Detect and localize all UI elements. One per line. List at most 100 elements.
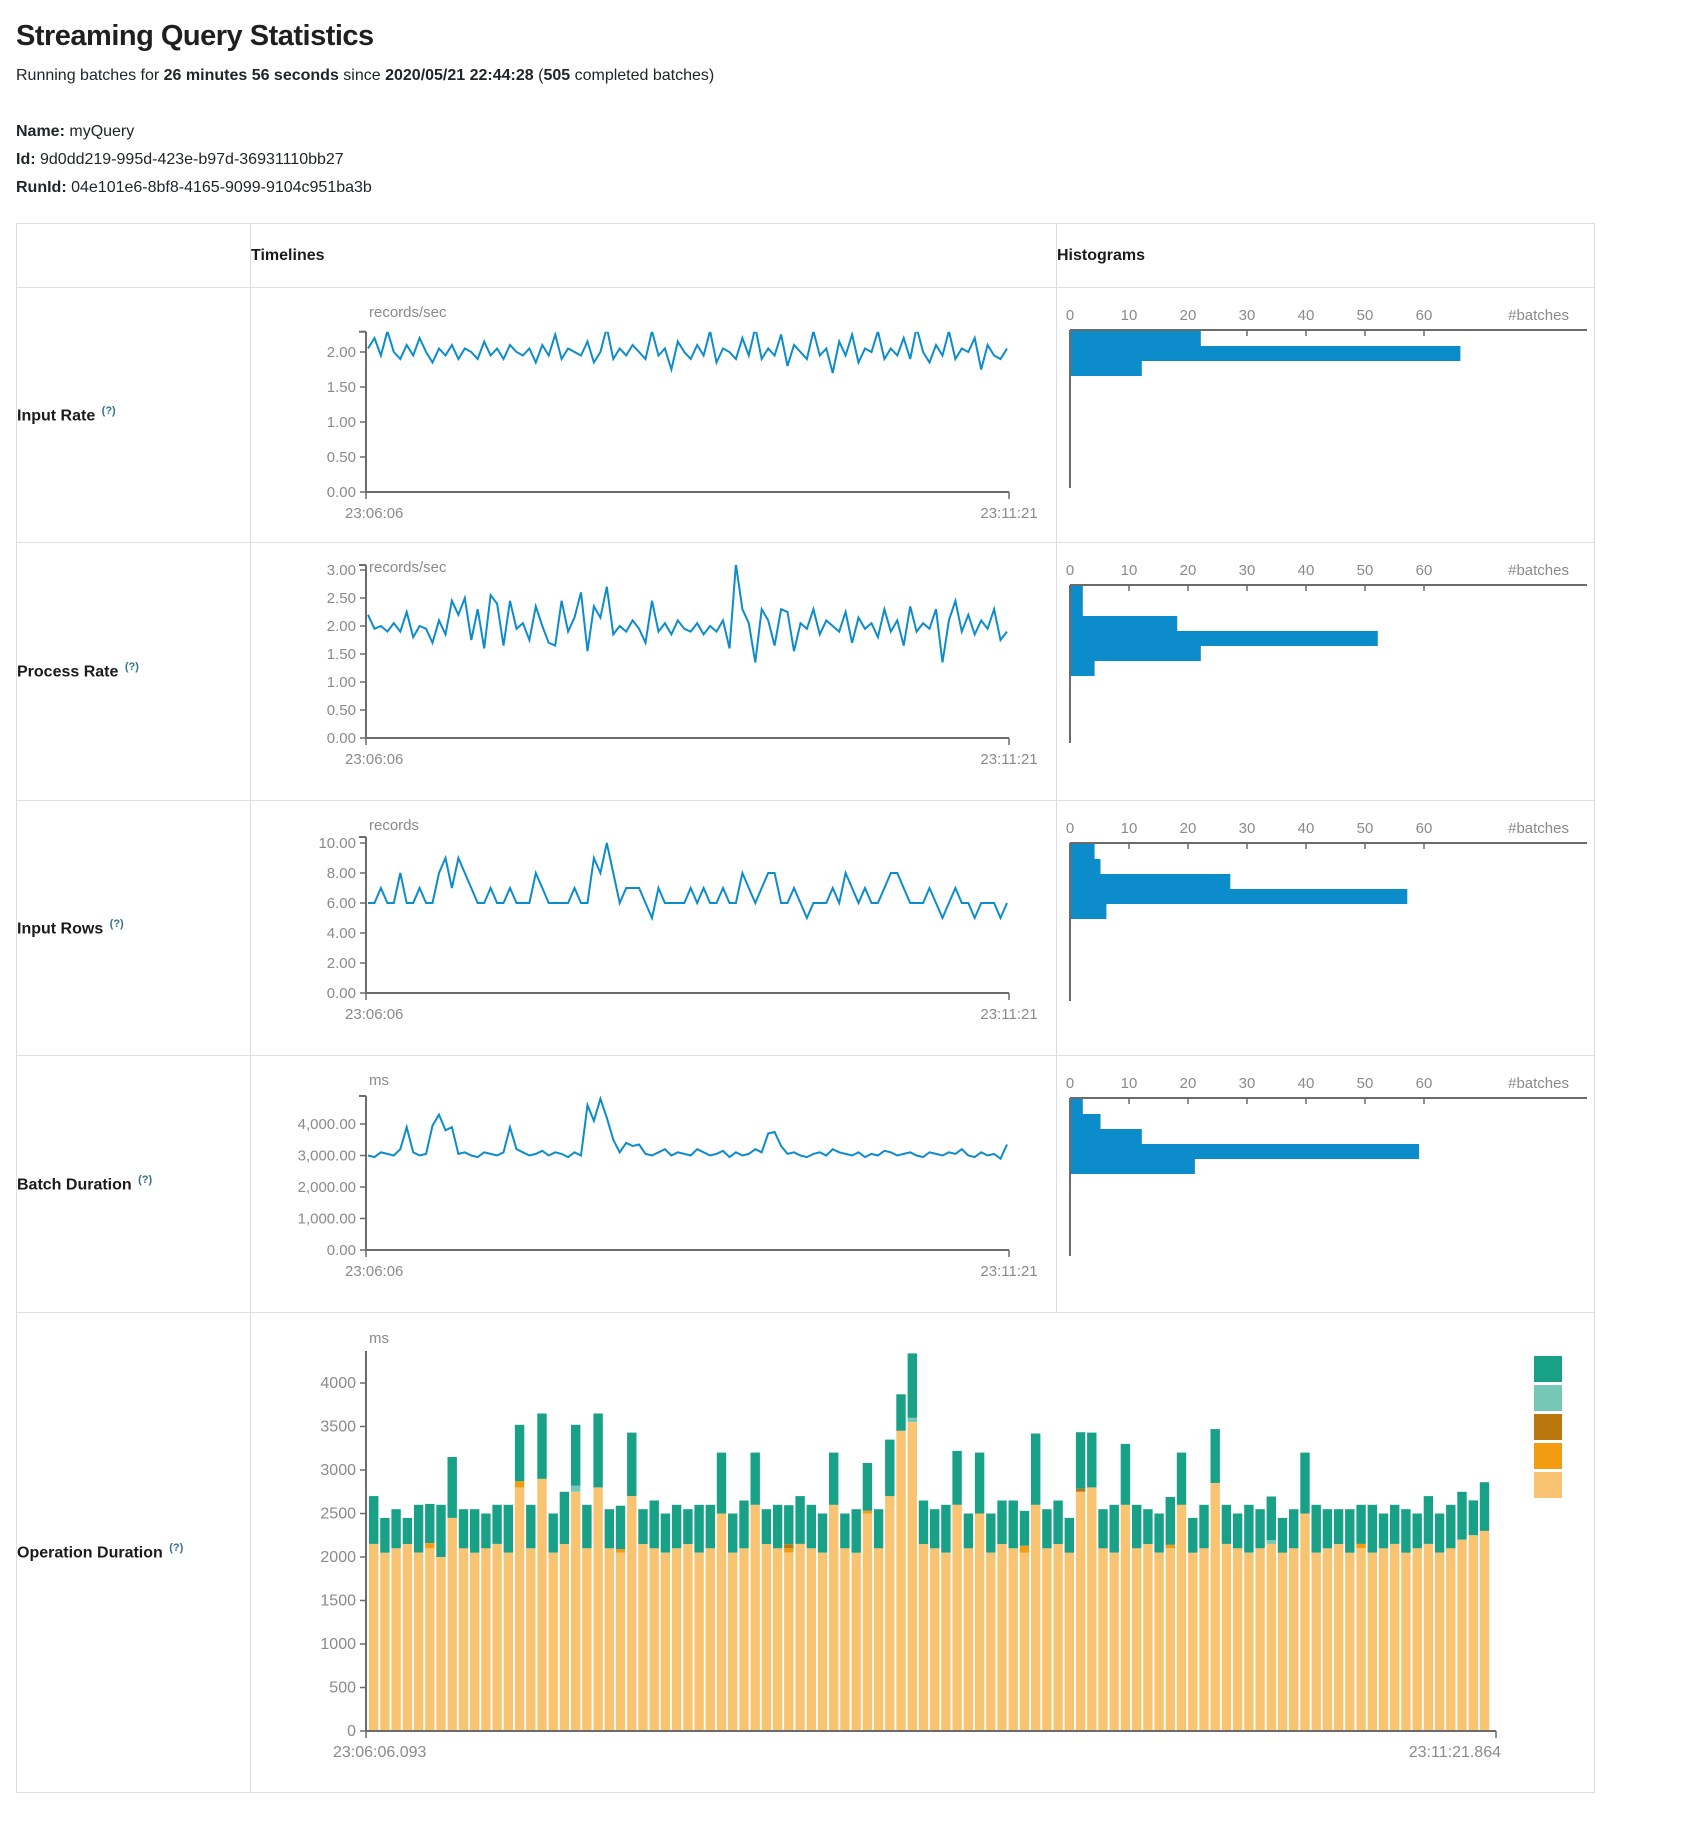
svg-text:23:06:06.093: 23:06:06.093 [333, 1744, 427, 1761]
svg-text:60: 60 [1416, 1075, 1433, 1092]
row-label-batch-duration: Batch Duration (?) [16, 1055, 251, 1313]
svg-text:1500: 1500 [320, 1593, 356, 1610]
process-rate-timeline-chart: records/sec 3.00 2.50 2.00 1.50 1.00 0.50 0.00 2… [327, 559, 1038, 768]
query-name: myQuery [69, 123, 135, 140]
help-icon[interactable]: (?) [109, 917, 124, 930]
svg-text:3,000.00: 3,000.00 [298, 1148, 356, 1165]
svg-text:50: 50 [1357, 820, 1374, 837]
page-title: Streaming Query Statistics [16, 20, 374, 52]
process-rate-row: Process Rate (?) records/sec 3.00 2.50 2.00… [16, 542, 1595, 801]
help-icon[interactable]: (?) [124, 661, 139, 674]
svg-text:20: 20 [1180, 820, 1197, 837]
operation-duration-stacked-chart: ms 4000 3500 3000 2500 2000 1500 1000 500 0 23:06:… [320, 1330, 1562, 1761]
svg-text:0.50: 0.50 [327, 702, 356, 719]
svg-text:ms: ms [369, 1330, 389, 1347]
name-label: Name: [16, 123, 65, 140]
operation-duration-label: Operation Duration [17, 1544, 163, 1562]
legend-swatch [1534, 1356, 1562, 1382]
input-rate-timeline-chart: records/sec 2.00 1.50 1.00 0.50 0.00 23:06:06 2… [327, 304, 1038, 522]
input-rows-label: Input Rows [17, 920, 104, 938]
svg-text:4000: 4000 [320, 1375, 356, 1392]
process-rate-histogram-chart: 0 10 20 30 40 50 60 #batches [1066, 562, 1587, 743]
row-label-process-rate: Process Rate (?) [16, 542, 251, 801]
help-icon[interactable]: (?) [101, 404, 116, 417]
svg-text:23:06:06: 23:06:06 [345, 751, 403, 768]
svg-text:#batches: #batches [1508, 307, 1569, 324]
query-id-line: Id: 9d0dd219-995d-423e-b97d-36931110bb27 [16, 151, 1677, 169]
query-runid: 04e101e6-8bf8-4165-9099-9104c951ba3b [71, 179, 372, 196]
svg-text:1,000.00: 1,000.00 [298, 1211, 356, 1228]
summary-prefix: Running batches for [16, 67, 164, 84]
header-empty-cell [16, 223, 251, 288]
summary-start-time: 2020/05/21 22:44:28 [385, 67, 534, 84]
svg-text:8.00: 8.00 [327, 865, 356, 882]
svg-text:23:06:06: 23:06:06 [345, 1263, 403, 1280]
svg-text:20: 20 [1180, 307, 1197, 324]
histograms-header: Histograms [1056, 223, 1595, 288]
batch-duration-label: Batch Duration [17, 1176, 132, 1194]
svg-text:0.50: 0.50 [327, 449, 356, 466]
svg-text:60: 60 [1416, 307, 1433, 324]
input-rows-histogram-chart: 0 10 20 30 40 50 60 #batches [1066, 820, 1587, 1001]
batches-summary: Running batches for 26 minutes 56 second… [16, 67, 1677, 85]
svg-text:#batches: #batches [1508, 1075, 1569, 1092]
input-rows-row: Input Rows (?) records 10.00 8.00 6.00 4.00 2… [16, 800, 1595, 1056]
svg-text:0.00: 0.00 [327, 985, 356, 1002]
svg-text:40: 40 [1298, 820, 1315, 837]
input-rate-row: Input Rate (?) records/sec 2.00 1.50 1.00 0.… [16, 287, 1595, 543]
input-rate-label: Input Rate [17, 407, 96, 425]
svg-text:23:11:21: 23:11:21 [980, 1263, 1037, 1280]
svg-text:50: 50 [1357, 562, 1374, 579]
svg-text:6.00: 6.00 [327, 895, 356, 912]
svg-text:500: 500 [329, 1680, 356, 1697]
svg-text:records/sec: records/sec [369, 559, 447, 576]
svg-text:4.00: 4.00 [327, 925, 356, 942]
query-name-line: Name: myQuery [16, 123, 1677, 141]
legend-swatch [1534, 1414, 1562, 1440]
row-label-input-rate: Input Rate (?) [16, 287, 251, 543]
operation-duration-row: Operation Duration (?) ms 4000 3500 3000 250… [16, 1312, 1595, 1793]
svg-text:0: 0 [1066, 307, 1074, 324]
svg-text:1.00: 1.00 [327, 674, 356, 691]
svg-text:10: 10 [1121, 1075, 1138, 1092]
svg-text:2000: 2000 [320, 1549, 356, 1566]
help-icon[interactable]: (?) [138, 1173, 153, 1186]
statistics-table: Timelines Histograms Input Rate (?) reco… [16, 223, 1595, 1793]
id-label: Id: [16, 151, 36, 168]
svg-text:30: 30 [1239, 1075, 1256, 1092]
svg-text:0: 0 [1066, 820, 1074, 837]
svg-text:records: records [369, 817, 419, 834]
svg-text:1.00: 1.00 [327, 414, 356, 431]
summary-batch-count: 505 [543, 67, 571, 84]
help-icon[interactable]: (?) [169, 1542, 184, 1555]
svg-text:10: 10 [1121, 307, 1138, 324]
svg-text:23:06:06: 23:06:06 [345, 1006, 403, 1023]
input-rows-timeline-chart: records 10.00 8.00 6.00 4.00 2.00 0.00 23:06:06… [318, 817, 1037, 1023]
svg-text:records/sec: records/sec [369, 304, 447, 321]
timelines-header: Timelines [250, 223, 1057, 288]
svg-text:ms: ms [369, 1072, 389, 1089]
input-rate-histogram-chart: 0 10 20 30 40 50 60 #batches [1066, 307, 1587, 488]
svg-text:1.50: 1.50 [327, 379, 356, 396]
svg-text:1000: 1000 [320, 1636, 356, 1653]
svg-text:#batches: #batches [1508, 820, 1569, 837]
batch-duration-row: Batch Duration (?) ms 4,000.00 3,000.00 2,0… [16, 1055, 1595, 1313]
svg-text:50: 50 [1357, 1075, 1374, 1092]
batch-duration-timeline-chart: ms 4,000.00 3,000.00 2,000.00 1,000.00 0.00 23… [298, 1072, 1038, 1280]
query-id: 9d0dd219-995d-423e-b97d-36931110bb27 [40, 151, 344, 168]
query-runid-line: RunId: 04e101e6-8bf8-4165-9099-9104c951b… [16, 179, 1677, 197]
svg-text:2,000.00: 2,000.00 [298, 1179, 356, 1196]
svg-text:30: 30 [1239, 562, 1256, 579]
legend-swatch [1534, 1443, 1562, 1469]
summary-duration: 26 minutes 56 seconds [163, 67, 339, 84]
summary-suffix: completed batches) [570, 67, 715, 84]
legend-swatch [1534, 1472, 1562, 1498]
svg-text:4,000.00: 4,000.00 [298, 1116, 356, 1133]
table-header-row: Timelines Histograms [16, 223, 1595, 288]
legend-swatch [1534, 1385, 1562, 1411]
svg-text:2.50: 2.50 [327, 590, 356, 607]
svg-text:0: 0 [1066, 562, 1074, 579]
runid-label: RunId: [16, 179, 67, 196]
svg-text:10: 10 [1121, 820, 1138, 837]
process-rate-label: Process Rate [17, 663, 119, 681]
